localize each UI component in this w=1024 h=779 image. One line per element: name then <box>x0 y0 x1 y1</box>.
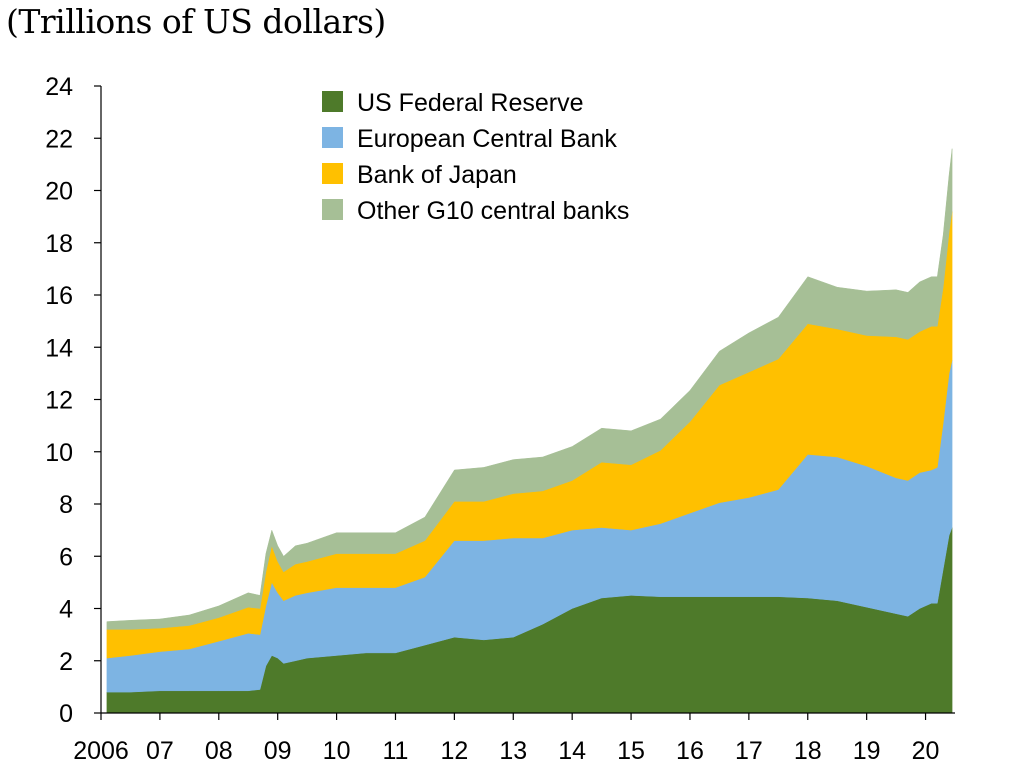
y-tick-label: 18 <box>45 230 73 258</box>
legend-label: European Central Bank <box>357 125 617 153</box>
x-tick-label: 17 <box>735 737 763 765</box>
x-tick-label: 12 <box>440 737 468 765</box>
y-tick-label: 6 <box>59 543 73 571</box>
x-tick-label: 20 <box>912 737 940 765</box>
unit-label: (Trillions of US dollars) <box>6 2 386 41</box>
x-tick-label: 15 <box>617 737 645 765</box>
x-tick-label: 18 <box>794 737 822 765</box>
legend: US Federal Reserve European Central Bank B… <box>322 89 629 225</box>
legend-swatch <box>322 91 343 112</box>
x-tick-label: 2006 <box>73 737 129 765</box>
y-tick-label: 4 <box>59 596 73 624</box>
x-tick-label: 07 <box>146 737 174 765</box>
legend-label: Bank of Japan <box>357 161 517 189</box>
x-tick-label: 16 <box>676 737 704 765</box>
series-areas <box>106 148 953 714</box>
x-axis-ticks: 2006 07 08 09 10 11 12 13 14 15 16 17 18 19 20 <box>73 713 939 765</box>
y-tick-label: 24 <box>45 73 73 101</box>
y-tick-label: 8 <box>59 491 73 519</box>
legend-swatch <box>322 127 343 148</box>
y-tick-label: 14 <box>45 334 73 362</box>
y-tick-label: 22 <box>45 125 73 153</box>
legend-label: Other G10 central banks <box>357 197 629 225</box>
y-tick-label: 0 <box>59 700 73 728</box>
x-tick-label: 09 <box>264 737 292 765</box>
legend-label: US Federal Reserve <box>357 89 583 117</box>
x-tick-label: 19 <box>853 737 881 765</box>
y-tick-label: 10 <box>45 439 73 467</box>
y-tick-label: 12 <box>45 387 73 415</box>
y-tick-label: 2 <box>59 648 73 676</box>
x-tick-label: 11 <box>383 737 409 765</box>
area-other-g10-central-banks <box>106 148 953 630</box>
x-tick-label: 14 <box>558 737 586 765</box>
legend-swatch <box>322 163 343 184</box>
x-tick-label: 08 <box>205 737 233 765</box>
legend-swatch <box>322 199 343 220</box>
x-tick-label: 10 <box>323 737 351 765</box>
y-tick-label: 20 <box>45 178 73 206</box>
x-tick-label: 13 <box>499 737 527 765</box>
y-tick-label: 16 <box>45 282 73 310</box>
